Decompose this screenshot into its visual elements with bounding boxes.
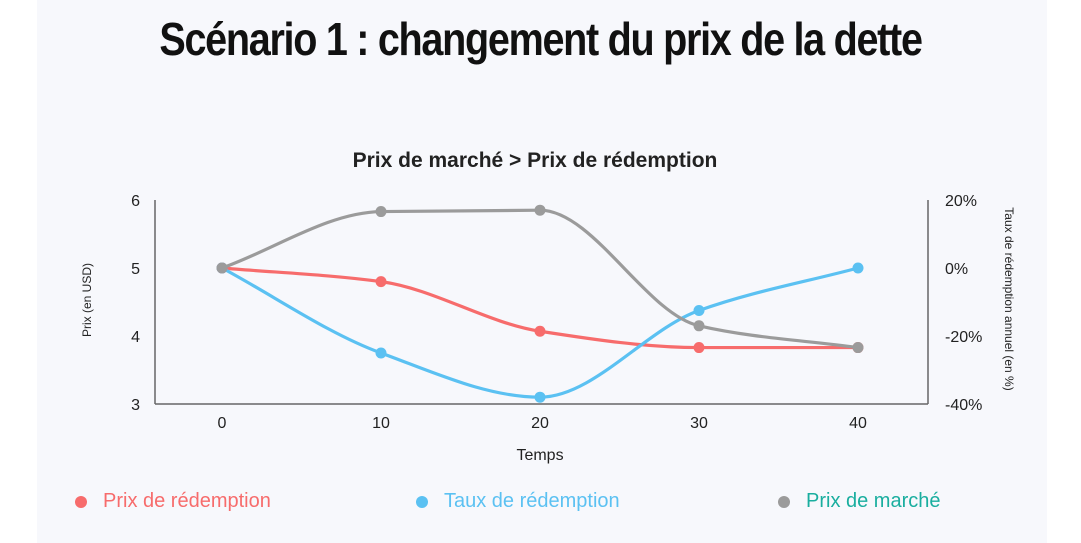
x-axis-label: Temps	[516, 447, 563, 464]
data-point-taux-de-redemption	[534, 391, 546, 403]
x-tick-label: 10	[372, 415, 390, 432]
page-title: Scénario 1 : changement du prix de la de…	[159, 13, 923, 65]
x-tick-label: 30	[690, 415, 708, 432]
x-tick-label: 0	[218, 415, 227, 432]
legend-item-taux-de-redemption: Taux de rédemption	[416, 490, 620, 513]
legend-item-prix-de-redemption: Prix de rédemption	[75, 490, 271, 513]
data-point-taux-de-redemption	[852, 262, 864, 274]
y2-tick-label: -40%	[945, 397, 982, 414]
legend-label: Taux de rédemption	[444, 490, 620, 512]
axes: 3 4 5 6 -40% -20% 0% 20% 0 10 20 30 40	[131, 193, 982, 432]
y-tick-label: 5	[131, 261, 140, 278]
y2-tick-label: 20%	[945, 193, 977, 210]
series-layer	[216, 204, 864, 403]
data-point-prix-de-marche	[534, 204, 546, 216]
legend-marker	[75, 495, 87, 508]
data-point-prix-de-marche	[375, 206, 387, 218]
data-point-prix-de-redemption	[534, 325, 546, 337]
chart-panel	[37, 0, 1047, 543]
data-point-prix-de-marche	[693, 320, 705, 332]
chart-title: Prix de marché > Prix de rédemption	[353, 149, 718, 172]
y-tick-label: 6	[131, 193, 140, 210]
legend-label: Prix de rédemption	[103, 490, 271, 512]
data-point-prix-de-marche	[852, 342, 864, 354]
data-point-prix-de-marche	[216, 262, 228, 274]
x-tick-label: 20	[531, 415, 549, 432]
y-axis-label: Prix (en USD)	[80, 263, 94, 337]
y2-tick-label: -20%	[945, 329, 982, 346]
y-tick-label: 4	[131, 329, 140, 346]
y2-tick-label: 0%	[945, 261, 968, 278]
x-tick-label: 40	[849, 415, 867, 432]
data-point-taux-de-redemption	[375, 347, 387, 359]
legend-marker	[416, 495, 428, 508]
data-point-prix-de-redemption	[693, 342, 705, 354]
data-point-taux-de-redemption	[693, 305, 705, 316]
legend-item-prix-de-marche: Prix de marché	[778, 490, 941, 513]
legend-marker	[778, 495, 790, 508]
y2-axis-label: Taux de rédemption annuel (en %)	[1002, 207, 1016, 390]
data-point-prix-de-redemption	[375, 276, 387, 288]
legend-label: Prix de marché	[806, 490, 941, 512]
y-tick-label: 3	[131, 397, 140, 414]
